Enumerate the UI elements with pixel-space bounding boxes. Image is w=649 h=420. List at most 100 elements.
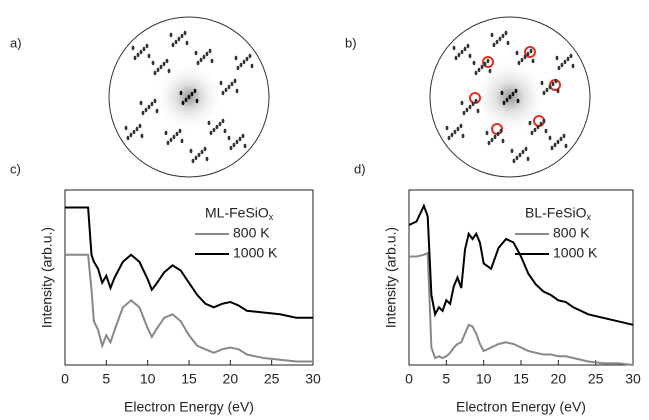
diffraction-spot <box>485 130 489 136</box>
diffraction-spot <box>179 90 183 96</box>
diffraction-spot <box>459 123 463 129</box>
diffraction-spot <box>465 107 469 113</box>
diffraction-spot <box>185 40 189 46</box>
diffraction-spot <box>136 52 140 58</box>
panel-label: c) <box>10 161 21 176</box>
diffraction-spot <box>147 104 151 110</box>
diffraction-spot <box>492 42 496 48</box>
diffraction-spot <box>165 58 169 64</box>
diffraction-spot <box>471 101 475 107</box>
diffraction-spot <box>533 127 537 133</box>
diffraction-spot <box>545 87 549 93</box>
diffraction-spot <box>145 43 149 49</box>
diffraction-spot <box>457 52 461 58</box>
y-axis-title: Intensity (arb.u.) <box>383 227 399 328</box>
diffraction-spot <box>515 155 519 161</box>
diffraction-spot <box>126 135 130 141</box>
plot-frame <box>64 189 314 366</box>
legend-title: ML-FeSiOx <box>205 205 274 223</box>
leed-pattern <box>429 16 591 178</box>
diffraction-spot <box>191 158 195 164</box>
diffraction-spot <box>162 61 166 67</box>
diffraction-spot <box>517 60 521 66</box>
diffraction-spot <box>460 100 464 106</box>
diffraction-spot <box>224 87 228 93</box>
diffraction-spot <box>131 45 135 51</box>
x-tick-label: 0 <box>61 371 69 387</box>
diffraction-spot <box>147 53 151 59</box>
diffraction-spot <box>239 62 243 68</box>
diffraction-spot <box>210 58 214 64</box>
legend-subscript: x <box>269 212 274 222</box>
diffraction-spot <box>528 120 532 126</box>
diffraction-spot <box>169 137 173 143</box>
diffraction-spot <box>209 130 213 136</box>
y-axis-title: Intensity (arb.u.) <box>39 227 55 328</box>
diffraction-spot <box>569 53 573 59</box>
diffraction-spot <box>245 56 249 62</box>
diffraction-spot <box>501 33 505 39</box>
diffraction-spot <box>178 128 182 134</box>
legend-label: 1000 K <box>233 245 278 261</box>
diffraction-spot <box>460 49 464 55</box>
panel-label: b) <box>345 35 357 50</box>
diffraction-spot <box>557 65 561 71</box>
x-tick-label: 15 <box>513 371 529 387</box>
diffraction-spot <box>474 98 478 104</box>
x-tick-label: 0 <box>405 371 413 387</box>
diffraction-spot <box>495 39 499 45</box>
diffraction-spot <box>548 135 552 141</box>
diffraction-spot <box>539 121 543 127</box>
diffraction-spot <box>241 133 245 139</box>
x-axis-title: Electron Energy (eV) <box>456 399 586 415</box>
diffraction-spot <box>526 51 530 57</box>
diffraction-spot <box>155 108 159 114</box>
diffraction-spot <box>516 98 520 104</box>
diffraction-spot <box>212 127 216 133</box>
diffraction-spot <box>477 67 481 73</box>
x-tick-label: 30 <box>625 371 641 387</box>
diffraction-spot <box>454 55 458 61</box>
x-tick-label: 25 <box>264 371 280 387</box>
diffraction-spot <box>452 45 456 51</box>
diffraction-spot <box>203 146 207 152</box>
diffraction-spot <box>476 108 480 114</box>
diffraction-spot <box>505 97 509 103</box>
diffraction-spot <box>456 126 460 132</box>
diffraction-spot <box>512 158 516 164</box>
diffraction-spot <box>496 131 500 137</box>
diffraction-spot <box>542 90 546 96</box>
diffraction-spot <box>550 145 554 151</box>
diffraction-spot <box>462 110 466 116</box>
x-axis-title: Electron Energy (eV) <box>124 399 254 415</box>
diffraction-spot <box>227 135 231 141</box>
x-tick-label: 25 <box>588 371 604 387</box>
diffraction-spot <box>515 50 519 56</box>
diffraction-spot <box>150 101 154 107</box>
plot-frame <box>408 189 634 366</box>
diffraction-spot <box>202 54 206 60</box>
diffraction-spot <box>221 118 225 124</box>
x-tick-label: 10 <box>476 371 492 387</box>
diffraction-spot <box>487 140 491 146</box>
x-tick-label: 20 <box>223 371 239 387</box>
diffraction-spot <box>195 98 199 104</box>
x-tick-label: 10 <box>140 371 156 387</box>
diffraction-spot <box>551 81 555 87</box>
diffraction-spot <box>200 149 204 155</box>
diffraction-spot <box>493 134 497 140</box>
diffraction-spot <box>564 143 568 149</box>
diffraction-spot <box>144 107 148 113</box>
diffraction-spot <box>236 65 240 71</box>
diffraction-spot <box>463 46 467 52</box>
diffraction-spot <box>180 33 184 39</box>
diffraction-spot <box>129 132 133 138</box>
diffraction-spot <box>233 78 237 84</box>
diffraction-spot <box>514 88 518 94</box>
diffraction-spot <box>502 100 506 106</box>
diffraction-spot <box>445 125 449 131</box>
diffraction-spot <box>518 152 522 158</box>
diffraction-spot <box>219 80 223 86</box>
diffraction-spot <box>205 51 209 57</box>
